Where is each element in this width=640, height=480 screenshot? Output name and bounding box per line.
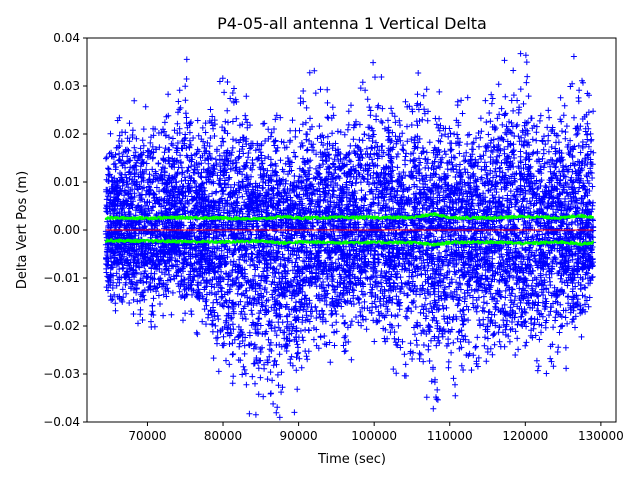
series-green-lower [104, 238, 594, 247]
y-tick-label: 0.00 [53, 223, 80, 237]
chart-title: P4-05-all antenna 1 Vertical Delta [217, 14, 487, 33]
x-tick-label: 100000 [351, 429, 397, 443]
plot-area [102, 50, 597, 421]
series-green-upper [104, 212, 594, 221]
y-tick-label: 0.04 [53, 31, 80, 45]
y-tick-label: −0.04 [43, 415, 80, 429]
y-tick-label: 0.03 [53, 79, 80, 93]
y-tick-label: 0.01 [53, 175, 80, 189]
x-axis: 70000 80000 90000 100000 110000 120000 130000 [128, 422, 624, 443]
y-tick-label: −0.03 [43, 367, 80, 381]
x-tick-label: 130000 [578, 429, 624, 443]
x-tick-label: 80000 [204, 429, 242, 443]
x-tick-label: 90000 [280, 429, 318, 443]
green-dot-markers [104, 238, 594, 247]
green-dot-markers [104, 212, 594, 221]
y-tick-label: −0.01 [43, 271, 80, 285]
y-tick-label: −0.02 [43, 319, 80, 333]
y-tick-label: 0.02 [53, 127, 80, 141]
x-tick-label: 110000 [427, 429, 473, 443]
y-axis-label: Delta Vert Pos (m) [15, 171, 30, 289]
x-tick-label: 120000 [502, 429, 548, 443]
x-axis-label: Time (sec) [317, 452, 386, 467]
x-tick-label: 70000 [128, 429, 166, 443]
y-axis: −0.04 −0.03 −0.02 −0.01 0.00 0.01 0.02 0.03 0.04 [43, 31, 87, 429]
